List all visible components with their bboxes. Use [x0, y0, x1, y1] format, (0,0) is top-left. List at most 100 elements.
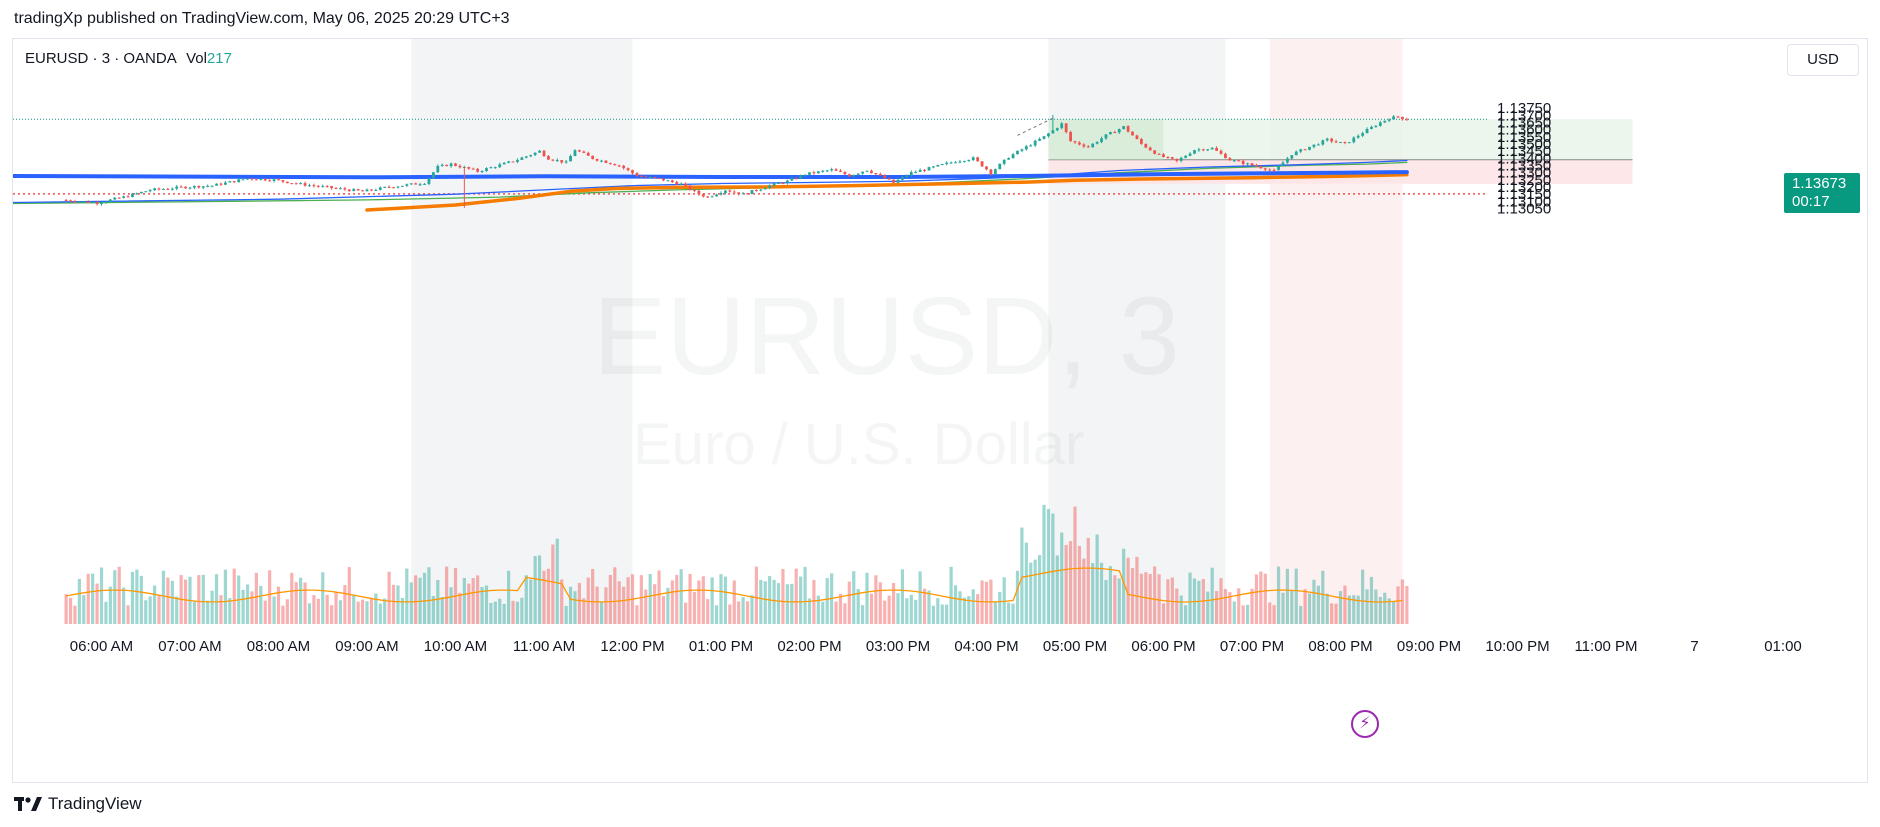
- x-axis-tick-label: 7: [1690, 638, 1698, 655]
- candle-body: [759, 189, 763, 191]
- ma-thick-blue-line: [13, 170, 1409, 180]
- candle-body: [308, 185, 311, 187]
- candle-body: [1091, 143, 1095, 148]
- candle-body: [170, 188, 174, 190]
- volume-bar: [427, 567, 431, 624]
- watermark-ticker: EURUSD, 3: [593, 275, 1180, 398]
- chart-canvas[interactable]: EURUSD, 3 Euro / U.S. Dollar 1.137501.13…: [13, 39, 1869, 784]
- chart-frame[interactable]: EURUSD, 3 Euro / U.S. Dollar 1.137501.13…: [12, 38, 1868, 783]
- candle-body: [1268, 169, 1272, 171]
- candle-body: [1339, 142, 1342, 144]
- candle-body: [648, 176, 652, 178]
- volume-bar: [976, 594, 980, 624]
- candle-body: [1055, 128, 1059, 131]
- candle-body: [1153, 150, 1157, 154]
- candle-body: [86, 201, 90, 203]
- volume-bar: [816, 595, 820, 624]
- volume-bar: [1104, 580, 1108, 624]
- volume-bar: [914, 599, 918, 624]
- candle-body: [498, 164, 502, 168]
- volume-bar: [263, 600, 267, 624]
- x-axis-tick-label: 12:00 PM: [600, 638, 664, 655]
- candle-body: [746, 193, 749, 195]
- volume-bar: [1219, 578, 1223, 624]
- volume-bar: [984, 581, 989, 624]
- candle-body: [812, 172, 816, 174]
- volume-bar: [272, 596, 276, 624]
- volume-bar: [869, 593, 874, 624]
- currency-button[interactable]: USD: [1787, 44, 1859, 76]
- volume-bar: [874, 575, 878, 624]
- candle-body: [710, 196, 714, 198]
- candle-body: [719, 192, 723, 195]
- candle-body: [940, 164, 944, 166]
- volume-bar: [546, 568, 551, 624]
- candle-body: [414, 183, 418, 185]
- volume-bar: [383, 598, 387, 624]
- candle-body: [958, 161, 962, 163]
- volume-bar: [821, 601, 825, 624]
- volume-bar: [1285, 568, 1289, 624]
- volume-bar: [387, 571, 391, 624]
- volume-bar: [1020, 527, 1024, 624]
- volume-bar: [1011, 603, 1015, 624]
- last-price-label: 1.13673 00:17: [1784, 173, 1860, 213]
- candle-body: [1139, 139, 1143, 144]
- candle-body: [688, 185, 692, 190]
- symbol-name: EURUSD: [25, 50, 89, 67]
- candle-body: [1263, 168, 1267, 170]
- x-axis-tick-label: 06:00 PM: [1131, 638, 1195, 655]
- candle-body: [303, 183, 307, 186]
- volume-bar: [710, 577, 714, 624]
- candle-body: [1219, 150, 1223, 154]
- candle-body: [1361, 133, 1365, 136]
- candle-body: [228, 181, 232, 183]
- volume-bar: [595, 586, 599, 624]
- candle-body: [294, 183, 298, 185]
- candle-body: [971, 157, 975, 161]
- candle-body: [232, 181, 236, 183]
- x-axis-tick-label: 01:00: [1764, 638, 1802, 655]
- candle-body: [777, 183, 780, 185]
- candle-body: [878, 174, 882, 176]
- volume-bar: [922, 588, 927, 624]
- candle-body: [644, 176, 648, 178]
- volume-bar: [476, 575, 480, 624]
- candle-body: [361, 190, 364, 192]
- volume-bar: [542, 570, 546, 624]
- candle-body: [445, 164, 449, 167]
- volume-bar: [391, 584, 396, 624]
- candle-body: [104, 201, 108, 203]
- y-axis-tick-label: 1.13150: [1497, 186, 1551, 203]
- candle-body: [874, 173, 878, 175]
- volume-bar: [790, 583, 794, 624]
- volume-bar: [807, 598, 812, 624]
- candle-body: [401, 185, 404, 187]
- x-axis-tick-label: 07:00 AM: [158, 638, 221, 655]
- volume-bar: [653, 584, 657, 624]
- volume-bar: [192, 601, 197, 624]
- volume-bar: [803, 566, 807, 624]
- candle-body: [1038, 138, 1041, 141]
- candle-body: [1051, 130, 1055, 134]
- volume-bar: [1024, 542, 1028, 624]
- volume-bar: [1175, 588, 1179, 624]
- volume-bar: [763, 581, 767, 624]
- candle-body: [697, 190, 701, 195]
- volume-bar: [1325, 593, 1329, 624]
- candle-body: [617, 165, 621, 167]
- candle-body: [768, 185, 772, 189]
- volume-bar: [214, 574, 219, 624]
- candle-body: [1259, 166, 1263, 169]
- candle-body: [1352, 137, 1356, 143]
- symbol-legend[interactable]: EURUSD · 3 · OANDA Vol217: [25, 50, 232, 67]
- candle-body: [613, 164, 617, 166]
- x-axis-tick-label: 04:00 PM: [954, 638, 1018, 655]
- volume-bar: [1073, 506, 1077, 624]
- volume-bar: [936, 598, 940, 624]
- lightning-icon[interactable]: ⚡: [1351, 710, 1379, 738]
- candle-body: [224, 182, 227, 185]
- candle-body: [1073, 141, 1077, 143]
- candle-body: [1316, 144, 1320, 146]
- volume-bar: [843, 603, 847, 624]
